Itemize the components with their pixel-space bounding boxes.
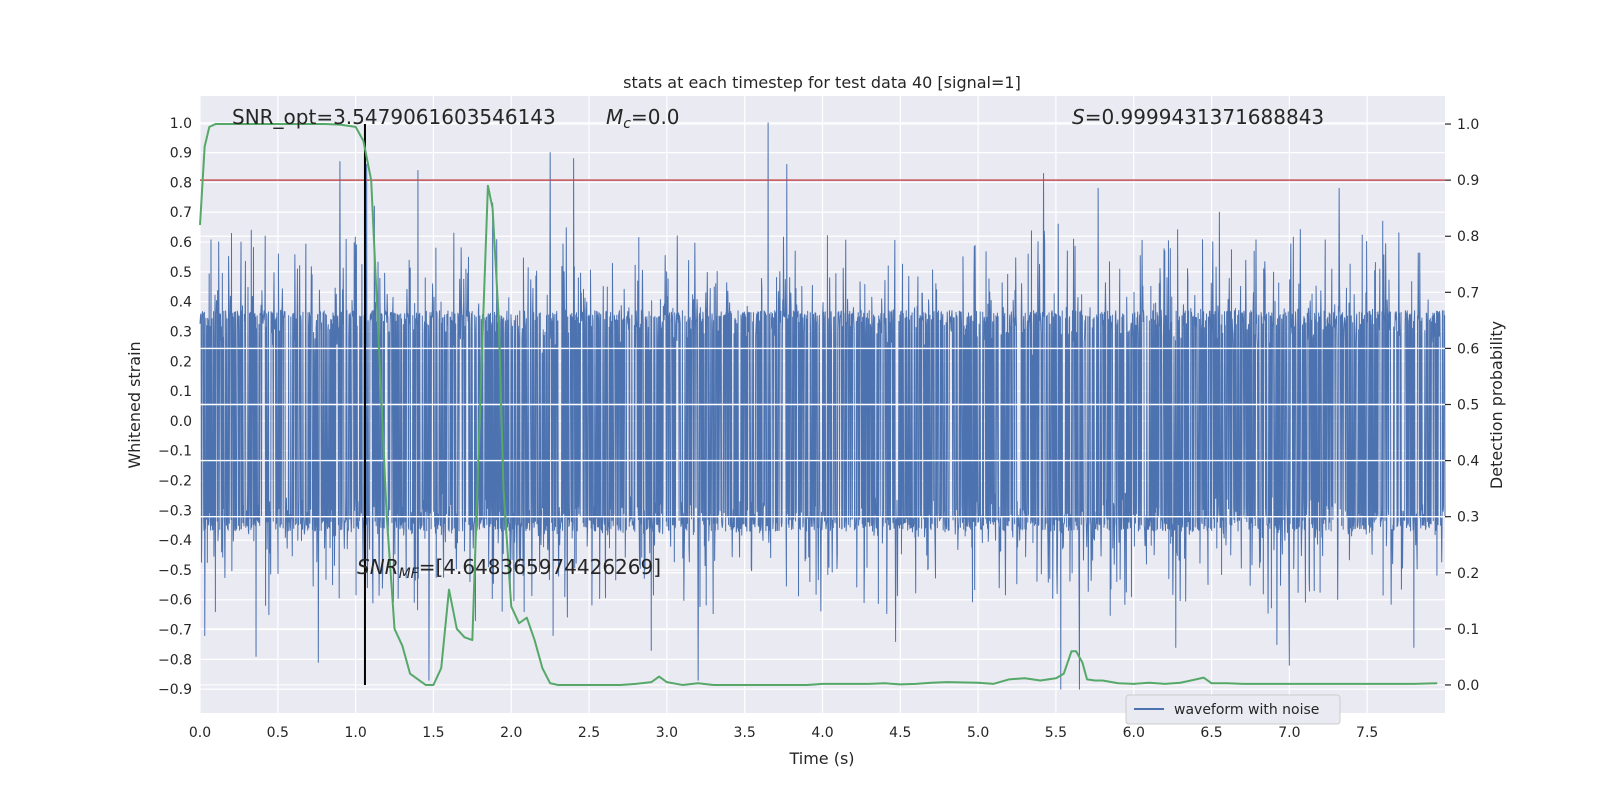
y2-tick-label: 0.5 (1457, 398, 1479, 414)
y-tick-label: 0.4 (170, 295, 192, 311)
x-tick-label: 6.5 (1200, 725, 1222, 741)
snr-mf-value: =[4.648365974426269] (419, 555, 661, 579)
x-tick-label: 4.5 (889, 725, 911, 741)
x-tick-label: 0.0 (189, 725, 211, 741)
snr-opt-annotation: SNR_opt=3.5479061603546143 (232, 105, 556, 129)
y2-tick-label: 0.9 (1457, 173, 1479, 189)
s-value: =0.9999431371688843 (1085, 105, 1324, 129)
x-tick-label: 3.0 (656, 725, 678, 741)
x-tick-label: 4.0 (811, 725, 833, 741)
y-tick-label: 0.6 (170, 235, 192, 251)
x-tick-label: 5.0 (967, 725, 989, 741)
snr-mf-subscript: MF (399, 566, 420, 582)
s-symbol: S (1072, 105, 1085, 129)
x-tick-label: 7.5 (1356, 725, 1378, 741)
legend-box (1125, 694, 1341, 725)
y2-tick-label: 1.0 (1457, 117, 1479, 133)
y2-tick-label: 0.2 (1457, 566, 1479, 582)
y-tick-label: 0.1 (170, 384, 192, 400)
legend: waveform with noise (1125, 694, 1341, 725)
y2-tick-label: 0.4 (1457, 454, 1479, 470)
y-tick-label: −0.8 (158, 652, 192, 668)
detection-probability-line (199, 123, 1438, 686)
x-tick-label: 5.5 (1045, 725, 1067, 741)
waveform-series (199, 122, 1446, 690)
y-tick-label: −0.5 (158, 563, 192, 579)
mc-subscript: c (623, 116, 631, 132)
s-annotation: S=0.9999431371688843 (1072, 105, 1324, 129)
y-tick-label: −0.3 (158, 503, 192, 519)
probability-series (199, 123, 1438, 686)
x-tick-label: 1.5 (422, 725, 444, 741)
y-tick-label: −0.9 (158, 682, 192, 698)
x-tick-label: 0.5 (267, 725, 289, 741)
x-tick-label: 2.0 (500, 725, 522, 741)
y-tick-label: 1.0 (170, 116, 192, 132)
y2-tick-label: 0.7 (1457, 285, 1479, 301)
y-tick-label: −0.7 (158, 623, 192, 639)
y2-tick-label: 0.3 (1457, 510, 1479, 526)
chart-title: stats at each timestep for test data 40 … (623, 73, 1021, 92)
y-tick-label: 0.7 (170, 205, 192, 221)
x-tick-label: 2.5 (578, 725, 600, 741)
y-tick-label: 0.8 (170, 175, 192, 191)
y-tick-label: −0.4 (158, 533, 192, 549)
waveform-line (199, 122, 1446, 690)
x-tick-label: 1.0 (344, 725, 366, 741)
y-tick-label: 0.2 (170, 354, 192, 370)
x-tick-label: 6.0 (1123, 725, 1145, 741)
y-tick-label: −0.1 (158, 444, 192, 460)
y2-tick-label: 0.6 (1457, 341, 1479, 357)
x-axis-label: Time (s) (788, 749, 854, 768)
y2-tick-label: 0.8 (1457, 229, 1479, 245)
y-tick-label: −0.2 (158, 474, 192, 490)
y2-tick-label: 0.1 (1457, 622, 1479, 638)
x-tick-label: 3.5 (734, 725, 756, 741)
mc-value: =0.0 (631, 105, 680, 129)
legend-label: waveform with noise (1174, 702, 1319, 718)
y-tick-label: 0.3 (170, 324, 192, 340)
mc-annotation: Mc=0.0 (606, 105, 680, 132)
y-tick-label: 0.0 (170, 414, 192, 430)
y2-tick-label: 0.0 (1457, 678, 1479, 694)
snr-mf-annotation: SNRMF=[4.648365974426269] (357, 555, 661, 582)
snr-mf-symbol: SNR (357, 555, 399, 579)
overlay-lines (200, 124, 1445, 685)
mc-symbol: M (606, 105, 623, 129)
axis-ticks: 0.0 0.5 1.0 1.5 2.0 2.5 3.0 3.5 4.0 4.5 5.0 5.5 6.0 6… (158, 116, 1479, 741)
y-tick-label: −0.6 (158, 593, 192, 609)
y-tick-label: 0.5 (170, 265, 192, 281)
y-axis-label: Whitened strain (125, 341, 144, 468)
y-tick-label: 0.9 (170, 146, 192, 162)
x-tick-label: 7.0 (1278, 725, 1300, 741)
y2-axis-label: Detection probability (1487, 321, 1506, 489)
